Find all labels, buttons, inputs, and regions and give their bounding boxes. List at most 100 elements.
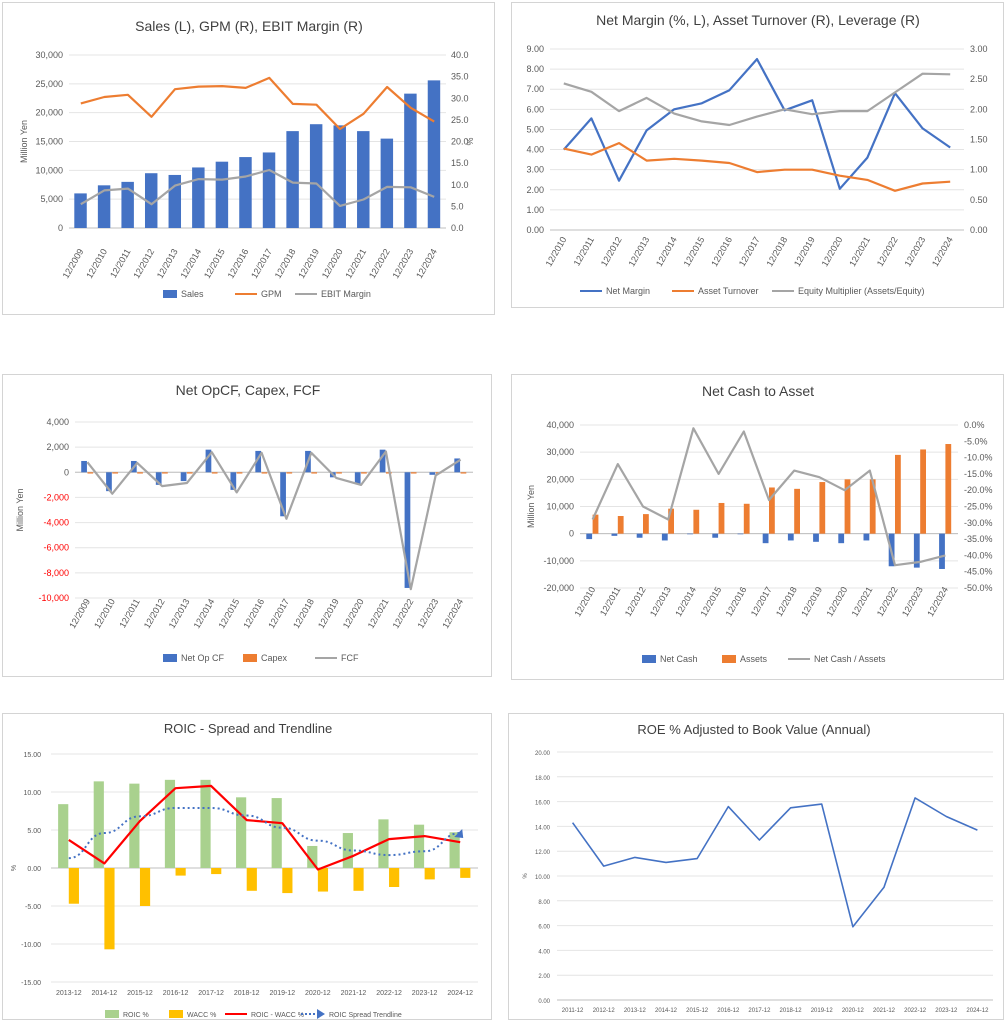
y-tick-label: 7.00 <box>526 84 544 94</box>
x-tick-label: 2022-12 <box>904 1008 927 1014</box>
x-tick-label: 12/2018 <box>273 247 298 280</box>
x-tick-label: 12/2018 <box>764 235 789 268</box>
y-axis-label: Million Yen <box>526 485 536 528</box>
y2-tick-label: 1.50 <box>970 135 988 145</box>
chart-title: Sales (L), GPM (R), EBIT Margin (R) <box>135 18 363 34</box>
x-tick-label: 12/2013 <box>648 585 673 618</box>
chart-opcf-capex-fcf: Net OpCF, Capex, FCF -10,000 -8,000 -6,000 -… <box>2 374 492 677</box>
x-tick-label: 12/2016 <box>241 597 266 630</box>
chart-roe-adjusted: ROE % Adjusted to Book Value (Annual) 0.0… <box>508 713 1004 1020</box>
chart-4-svg: Net Cash to Asset -20,000 -10,000 0 10,000 20… <box>526 383 993 664</box>
bar-assets <box>844 479 851 534</box>
y-tick-label: 30,000 <box>546 447 574 457</box>
y-tick-label: 4.00 <box>526 145 544 155</box>
legend-label: ROIC - WACC % <box>251 1012 304 1019</box>
legend-label: Equity Multiplier (Assets/Equity) <box>798 286 925 296</box>
x-tick-label: 12/2021 <box>343 247 368 280</box>
y-tick-label: 16.00 <box>535 801 551 807</box>
chart-net-margin-turnover-leverage: Net Margin (%, L), Asset Turnover (R), L… <box>511 2 1004 308</box>
x-tick-label: 12/2010 <box>92 597 117 630</box>
bar-net-cash <box>863 533 870 541</box>
x-tick-label: 12/2018 <box>291 597 316 630</box>
series-line-ebit-margin <box>80 168 435 207</box>
y-tick-label: -8,000 <box>43 568 69 578</box>
x-tick-label: 2018-12 <box>234 990 260 997</box>
x-tick-label: 2015-12 <box>686 1008 709 1014</box>
bar-net-op-cf <box>205 449 212 473</box>
x-tick-label: 2024-12 <box>966 1008 989 1014</box>
x-tick-label: 2017-12 <box>748 1008 771 1014</box>
y2-tick-label: 25.0 <box>451 115 469 125</box>
bar-capex <box>211 472 218 474</box>
y2-tick-label: 2.00 <box>970 104 988 114</box>
y2-tick-label: -35.0% <box>964 534 993 544</box>
y2-tick-label: 5.0 <box>451 201 464 211</box>
series-line-net-margin <box>562 58 951 190</box>
bar-net-cash <box>636 533 643 538</box>
legend-label: EBIT Margin <box>321 289 371 299</box>
y-axis-label: Million Yen <box>19 120 29 163</box>
series-line-roe- <box>571 797 978 928</box>
y2-tick-label: -25.0% <box>964 502 993 512</box>
x-tick-label: 12/2014 <box>192 597 217 630</box>
x-tick-label: 12/2019 <box>316 597 341 630</box>
y2-tick-label: -30.0% <box>964 518 993 528</box>
trendline-arrow-marker <box>454 829 464 839</box>
bar-assets <box>643 514 649 534</box>
y-tick-label: 12.00 <box>535 850 551 856</box>
bar-net-op-cf <box>454 458 461 473</box>
y2-tick-label: -5.0% <box>964 436 988 446</box>
legend-swatch <box>642 655 656 663</box>
chart-title: Net Margin (%, L), Asset Turnover (R), L… <box>596 12 920 28</box>
bar-net-op-cf <box>180 472 187 482</box>
bar-assets <box>920 449 926 534</box>
x-tick-label: 2014-12 <box>92 990 118 997</box>
y-tick-label: 10.00 <box>535 875 551 881</box>
y-tick-label: 5,000 <box>40 194 63 204</box>
x-tick-label: 12/2015 <box>216 597 241 630</box>
x-tick-label: 12/2022 <box>367 247 392 280</box>
bar-net-op-cf <box>230 472 237 490</box>
y-tick-label: 20.00 <box>535 751 551 757</box>
bar-sales <box>286 131 299 228</box>
y-axis-label: % <box>11 865 18 871</box>
chart-roic-spread: ROIC - Spread and Trendline -15.00 -10.00 -… <box>2 713 492 1020</box>
x-tick-label: 2021-12 <box>873 1008 896 1014</box>
x-tick-label: 12/2015 <box>682 235 707 268</box>
y-tick-label: 6.00 <box>526 104 544 114</box>
x-tick-label: 12/2012 <box>142 597 167 630</box>
y-tick-label: 14.00 <box>535 825 551 831</box>
legend-swatch <box>105 1010 119 1018</box>
x-tick-label: 12/2021 <box>366 597 391 630</box>
bar-wacc- <box>139 868 151 906</box>
y-tick-label: 10.00 <box>23 790 41 797</box>
series-line-gpm <box>80 76 435 131</box>
y-tick-label: -15.00 <box>21 980 41 987</box>
legend-label: Net Cash <box>660 654 698 664</box>
y2-tick-label: 0.0% <box>964 420 985 430</box>
y-tick-label: -4,000 <box>43 518 69 528</box>
bar-roic- <box>236 797 247 868</box>
x-tick-label: 12/2012 <box>599 235 624 268</box>
bar-sales <box>357 131 370 228</box>
bar-assets <box>668 508 674 534</box>
y2-tick-label: -20.0% <box>964 485 993 495</box>
y-tick-label: 10,000 <box>35 165 63 175</box>
bar-roic- <box>413 824 425 868</box>
bar-net-op-cf <box>155 472 162 485</box>
y-tick-label: 2,000 <box>46 442 69 452</box>
legend-swatch <box>163 654 177 662</box>
bar-sales <box>168 174 182 228</box>
y2-tick-label: 3.00 <box>970 44 988 54</box>
chart-net-cash-to-asset: Net Cash to Asset -20,000 -10,000 0 10,000 20… <box>511 374 1004 680</box>
chart-title: ROE % Adjusted to Book Value (Annual) <box>637 722 870 737</box>
bar-net-op-cf <box>379 449 386 473</box>
y2-tick-label: 0.50 <box>970 195 988 205</box>
bar-roic- <box>164 779 176 868</box>
y-tick-label: 0.00 <box>526 225 544 235</box>
x-tick-label: 2011-12 <box>562 1008 584 1014</box>
bar-roic- <box>342 833 353 868</box>
bar-assets <box>819 482 826 534</box>
x-tick-label: 12/2020 <box>820 235 845 268</box>
chart-6-svg: ROE % Adjusted to Book Value (Annual) 0.0… <box>523 722 993 1014</box>
